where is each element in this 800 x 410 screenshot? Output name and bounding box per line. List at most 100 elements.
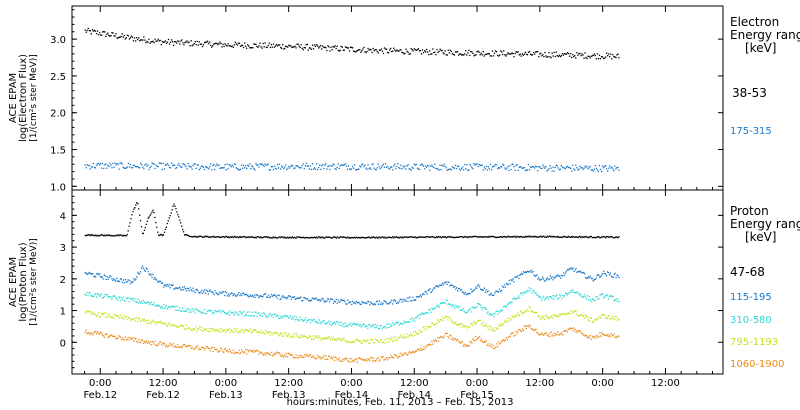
data-point — [221, 348, 223, 350]
data-point — [132, 164, 135, 166]
data-point — [516, 297, 518, 300]
data-point — [145, 267, 147, 269]
data-point — [544, 315, 547, 317]
data-point — [388, 236, 390, 238]
data-point — [454, 307, 456, 309]
data-point — [426, 325, 428, 327]
data-point — [476, 236, 478, 238]
data-point — [318, 319, 320, 321]
data-point — [521, 328, 524, 330]
data-point — [122, 318, 125, 320]
data-point — [411, 335, 413, 337]
data-point — [208, 236, 210, 238]
data-point — [333, 300, 336, 302]
data-point — [491, 346, 493, 348]
data-point — [503, 164, 505, 166]
x-tick-date-label: Feb.13 — [272, 390, 306, 401]
data-point — [293, 236, 295, 239]
data-point — [173, 288, 175, 290]
data-point — [492, 294, 494, 296]
data-point — [574, 169, 576, 171]
data-point — [602, 166, 605, 169]
data-point — [98, 295, 101, 297]
data-point — [617, 318, 619, 320]
data-point — [589, 275, 591, 277]
data-point — [375, 169, 377, 171]
data-point — [320, 358, 322, 360]
data-point — [205, 328, 208, 330]
data-point — [263, 312, 265, 314]
data-point — [559, 294, 561, 296]
data-point — [178, 287, 180, 289]
data-point — [96, 315, 98, 318]
data-point — [517, 275, 519, 277]
data-point — [234, 163, 236, 166]
data-point — [169, 342, 171, 344]
data-point — [155, 221, 157, 224]
data-point — [448, 281, 450, 284]
data-point — [162, 322, 165, 324]
data-point — [139, 40, 141, 42]
data-point — [378, 341, 380, 344]
data-point — [614, 165, 616, 167]
data-point — [504, 54, 506, 56]
data-point — [540, 333, 542, 336]
data-point — [320, 299, 322, 301]
data-point — [180, 166, 182, 168]
data-point — [529, 53, 532, 55]
data-point — [313, 319, 315, 321]
data-point — [414, 236, 417, 238]
data-point — [330, 356, 333, 359]
legend-entry: 1060-1900 — [730, 359, 785, 370]
data-point — [475, 235, 477, 238]
data-point — [287, 317, 290, 319]
data-point — [375, 339, 378, 341]
data-point — [193, 348, 195, 350]
data-point — [109, 275, 111, 277]
data-point — [291, 46, 293, 49]
data-point — [180, 222, 182, 224]
data-point — [462, 53, 464, 56]
data-point — [85, 167, 87, 169]
data-point — [470, 236, 472, 238]
data-point — [458, 53, 461, 55]
data-point — [603, 333, 605, 336]
data-point — [336, 321, 338, 323]
x-tick-time-label: 0:00 — [89, 378, 111, 389]
data-point — [241, 294, 243, 297]
data-point — [213, 43, 215, 45]
data-point — [286, 315, 288, 317]
data-point — [539, 53, 541, 55]
data-point — [473, 163, 475, 165]
data-point — [90, 312, 92, 314]
data-point — [164, 345, 167, 348]
data-point — [510, 319, 512, 321]
data-point — [371, 357, 373, 359]
data-point — [319, 321, 321, 323]
data-point — [578, 168, 580, 170]
data-point — [217, 351, 219, 353]
data-point — [585, 315, 588, 317]
data-point — [191, 45, 193, 47]
data-point — [131, 318, 133, 320]
data-point — [200, 43, 203, 45]
data-point — [499, 54, 501, 56]
data-point — [309, 335, 311, 337]
data-point — [219, 328, 221, 330]
data-point — [412, 50, 414, 52]
data-point — [104, 31, 106, 33]
data-point — [300, 318, 302, 320]
data-point — [203, 329, 206, 331]
data-point — [365, 237, 367, 239]
data-point — [365, 302, 367, 304]
data-point — [320, 323, 322, 325]
data-point — [155, 278, 157, 280]
data-point — [511, 236, 513, 238]
data-point — [544, 333, 547, 335]
data-point — [349, 236, 351, 239]
data-point — [84, 293, 86, 296]
data-point — [104, 275, 106, 277]
data-point — [323, 337, 325, 339]
data-point — [367, 300, 369, 302]
data-point — [289, 354, 292, 356]
